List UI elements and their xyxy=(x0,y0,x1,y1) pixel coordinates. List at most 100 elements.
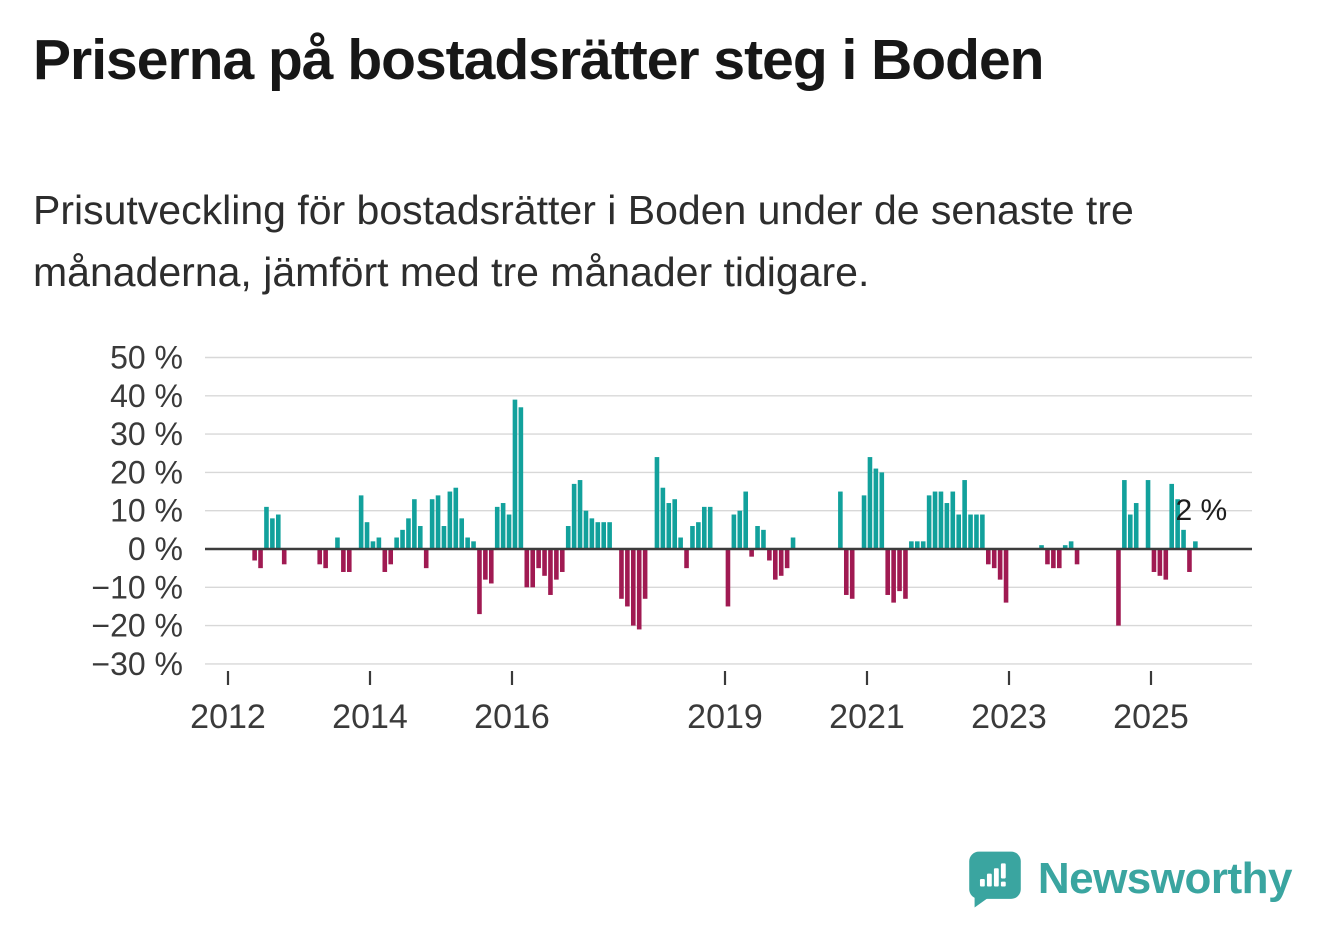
bar xyxy=(1045,549,1050,565)
bar xyxy=(784,549,790,569)
newsworthy-logo-text: Newsworthy xyxy=(1037,854,1293,903)
bar xyxy=(749,549,754,557)
bar xyxy=(879,472,885,549)
bar xyxy=(607,522,612,549)
bar xyxy=(1062,545,1068,549)
bar xyxy=(583,510,589,549)
bar xyxy=(412,499,417,549)
bar xyxy=(891,549,896,603)
bar xyxy=(1068,541,1074,549)
bar xyxy=(1133,503,1139,549)
bar xyxy=(914,541,920,549)
y-axis-label: −10 % xyxy=(91,569,183,605)
bar xyxy=(636,549,642,630)
bar xyxy=(731,514,737,549)
bar xyxy=(1039,545,1044,549)
bar xyxy=(494,506,500,549)
page-title: Priserna på bostadsrätter steg i Boden xyxy=(33,28,1044,92)
bar xyxy=(275,514,281,549)
x-axis-label: 2025 xyxy=(1113,698,1189,736)
bar xyxy=(897,549,902,592)
bar xyxy=(1181,529,1186,549)
bar xyxy=(376,537,382,549)
y-axis-label: 0 % xyxy=(128,531,183,567)
bar xyxy=(571,483,577,549)
bar xyxy=(743,491,749,549)
bar xyxy=(530,549,536,588)
bar xyxy=(459,518,465,549)
bar xyxy=(737,510,743,549)
x-axis-label: 2023 xyxy=(971,698,1047,736)
x-axis-label: 2019 xyxy=(687,698,763,736)
bar xyxy=(849,549,855,599)
y-axis-label: 10 % xyxy=(110,493,183,529)
bar xyxy=(548,549,553,595)
bar xyxy=(335,537,340,549)
page-subtitle: Prisutveckling för bostadsrätter i Boden… xyxy=(33,187,1134,295)
bar xyxy=(767,549,772,561)
bar xyxy=(956,514,962,549)
bar xyxy=(701,506,707,549)
bar xyxy=(630,549,636,626)
bar xyxy=(341,549,346,572)
bar xyxy=(601,522,607,549)
bar xyxy=(465,537,470,549)
bar xyxy=(1169,483,1175,549)
bar xyxy=(666,503,672,549)
bar xyxy=(654,457,660,549)
bar xyxy=(559,549,565,572)
bar xyxy=(364,522,370,549)
bar xyxy=(370,541,376,549)
y-axis-label: 50 % xyxy=(110,340,183,376)
last-value-annotation: 2 % xyxy=(1176,494,1228,527)
bar xyxy=(417,526,423,549)
bar xyxy=(903,549,908,599)
bar xyxy=(950,491,956,549)
bar xyxy=(512,399,518,549)
newsworthy-logo-icon xyxy=(969,851,1021,908)
bar xyxy=(778,549,784,576)
bar xyxy=(1056,549,1062,569)
bar xyxy=(1193,541,1198,549)
bar xyxy=(926,495,932,549)
bar xyxy=(477,549,482,615)
bar xyxy=(1116,549,1121,626)
x-axis-label: 2021 xyxy=(829,698,905,736)
bar xyxy=(518,407,524,549)
bar xyxy=(619,549,624,599)
y-axis-label: −20 % xyxy=(91,608,183,644)
bar xyxy=(909,541,914,549)
bar xyxy=(790,537,796,549)
bar xyxy=(968,514,973,549)
bar xyxy=(483,549,488,580)
bar xyxy=(1187,549,1192,572)
bar xyxy=(707,506,713,549)
bar xyxy=(1151,549,1157,572)
bar xyxy=(843,549,849,595)
bar xyxy=(317,549,323,565)
bar xyxy=(920,541,926,549)
bar xyxy=(725,549,731,607)
bar xyxy=(423,549,429,569)
price-development-bar-chart: 50 %40 %30 %20 %10 %0 %−10 %−20 %−30 %20… xyxy=(91,340,1252,736)
bar xyxy=(885,549,891,595)
bar xyxy=(1051,549,1056,569)
bar xyxy=(1122,480,1127,549)
bar xyxy=(761,529,766,549)
newsworthy-logo: Newsworthy xyxy=(966,849,1293,909)
bar xyxy=(382,549,388,572)
bar xyxy=(1003,549,1009,603)
bar xyxy=(772,549,778,580)
bar xyxy=(400,529,405,549)
bar xyxy=(755,526,760,549)
bar xyxy=(323,549,328,569)
bar xyxy=(985,549,991,565)
bar xyxy=(595,522,601,549)
bar xyxy=(346,549,352,572)
bar xyxy=(867,457,873,549)
bar xyxy=(672,499,678,549)
bar xyxy=(997,549,1003,580)
bar xyxy=(388,549,394,565)
bar xyxy=(1127,514,1133,549)
bar xyxy=(642,549,648,599)
